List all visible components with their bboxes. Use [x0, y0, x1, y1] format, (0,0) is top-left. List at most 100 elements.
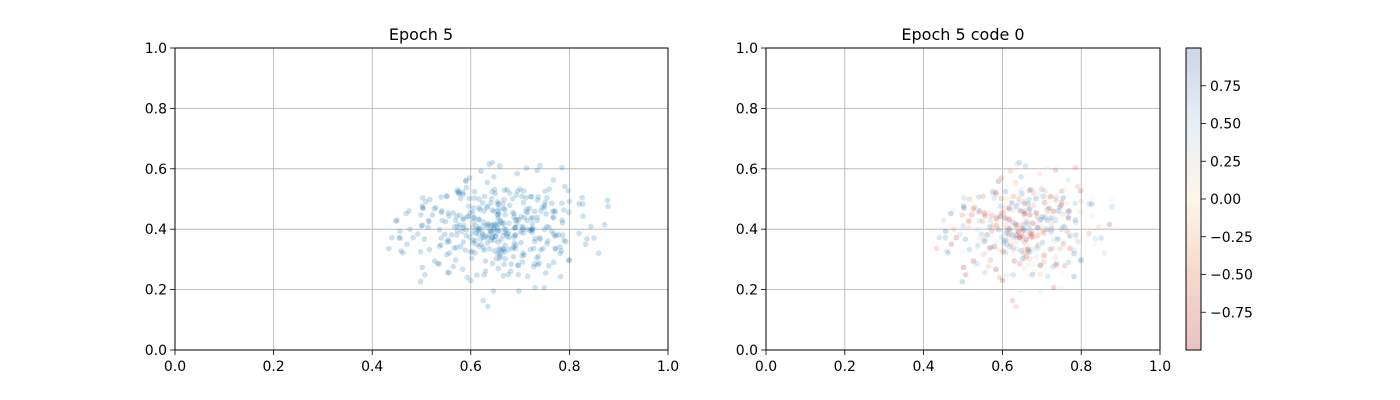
- scatter-point: [968, 212, 975, 218]
- scatter-point: [494, 199, 501, 205]
- scatter-point: [1021, 199, 1027, 205]
- scatter-point: [1089, 213, 1095, 219]
- scatter-points: [933, 159, 1115, 310]
- scatter-point: [480, 297, 487, 304]
- scatter-point: [1023, 253, 1030, 260]
- scatter-point: [963, 199, 970, 205]
- scatter-point: [976, 208, 983, 214]
- scatter-point: [1012, 240, 1019, 246]
- scatter-point: [1055, 247, 1062, 253]
- scatter-point: [999, 249, 1005, 255]
- scatter-point: [1009, 219, 1016, 225]
- scatter-point: [457, 243, 464, 250]
- scatter-point: [1041, 224, 1047, 231]
- scatter-point: [1013, 222, 1020, 228]
- scatter-point: [481, 272, 488, 278]
- scatter-point: [466, 195, 473, 202]
- scatter-point: [484, 234, 491, 241]
- scatter-point: [453, 232, 460, 238]
- scatter-point: [1086, 230, 1092, 237]
- scatter-point: [529, 225, 536, 232]
- scatter-point: [529, 227, 535, 234]
- plot-area: [175, 48, 668, 350]
- scatter-point: [580, 213, 586, 219]
- scatter-point: [1007, 168, 1014, 174]
- scatter-point: [406, 208, 412, 214]
- scatter-point: [481, 247, 488, 254]
- scatter-point: [1016, 234, 1023, 241]
- scatter-point: [990, 222, 997, 228]
- scatter-point: [421, 236, 428, 242]
- scatter-point: [1066, 208, 1072, 214]
- scatter-point: [441, 231, 448, 237]
- colorbar-tick-label: −0.50: [1210, 268, 1253, 284]
- scatter-point: [456, 212, 463, 218]
- scatter-point: [1012, 204, 1018, 211]
- scatter-point: [982, 269, 988, 276]
- scatter-point: [1055, 208, 1062, 214]
- scatter-point: [1027, 242, 1033, 248]
- x-tick-label: 0.0: [164, 359, 186, 375]
- scatter-point: [528, 226, 535, 232]
- scatter-point: [1005, 231, 1012, 238]
- scatter-point: [1067, 208, 1073, 215]
- scatter-point: [422, 199, 429, 205]
- scatter-point: [1045, 273, 1051, 280]
- scatter-point: [446, 250, 453, 256]
- scatter-point: [471, 188, 478, 195]
- scatter-point: [996, 214, 1003, 220]
- scatter-point: [410, 234, 416, 241]
- scatter-point: [1032, 245, 1039, 252]
- scatter-point: [1016, 234, 1023, 241]
- scatter-point: [512, 217, 519, 223]
- scatter-point: [992, 228, 999, 235]
- scatter-point: [524, 210, 531, 216]
- scatter-point: [1015, 200, 1022, 206]
- scatter-point: [434, 260, 441, 267]
- scatter-point: [982, 238, 988, 245]
- scatter-point: [976, 235, 982, 241]
- scatter-point: [1042, 252, 1048, 258]
- scatter-point: [1067, 245, 1073, 252]
- scatter-point: [1027, 212, 1033, 218]
- scatter-point: [460, 215, 467, 221]
- scatter-point: [540, 245, 546, 252]
- colorbar-gradient: [1185, 47, 1202, 351]
- scatter-point: [1019, 233, 1026, 239]
- scatter-point: [942, 234, 949, 241]
- scatter-point: [975, 242, 982, 248]
- scatter-point: [1053, 253, 1060, 260]
- scatter-point: [463, 177, 469, 183]
- scatter-point: [561, 237, 567, 243]
- scatter-point: [507, 268, 514, 275]
- x-tick-label: 0.4: [912, 359, 934, 375]
- scatter-point: [1047, 193, 1053, 200]
- scatter-point: [1048, 220, 1055, 227]
- scatter-point: [470, 214, 477, 221]
- scatter-point: [544, 195, 550, 201]
- scatter-point: [993, 191, 1000, 198]
- scatter-point: [947, 210, 954, 217]
- scatter-point: [552, 208, 559, 215]
- scatter-point: [996, 227, 1002, 233]
- scatter-point: [1021, 265, 1028, 272]
- scatter-point: [438, 209, 445, 216]
- x-tick-label: 0.4: [361, 359, 383, 375]
- scatter-point: [479, 231, 486, 238]
- scatter-point: [1067, 245, 1073, 252]
- scatter-point: [511, 240, 518, 246]
- scatter-point: [1065, 177, 1072, 183]
- scatter-point: [1034, 232, 1041, 238]
- scatter-point: [1012, 179, 1019, 186]
- scatter-point: [491, 237, 498, 243]
- scatter-point: [1034, 211, 1040, 217]
- scatter-point: [482, 233, 488, 240]
- scatter-point: [425, 224, 431, 231]
- scatter-point: [521, 252, 528, 258]
- scatter-point: [1092, 235, 1098, 242]
- scatter-point: [465, 203, 472, 210]
- scatter-point: [521, 214, 528, 221]
- scatter-point: [553, 232, 560, 239]
- scatter-point: [512, 232, 518, 238]
- scatter-point: [469, 209, 476, 216]
